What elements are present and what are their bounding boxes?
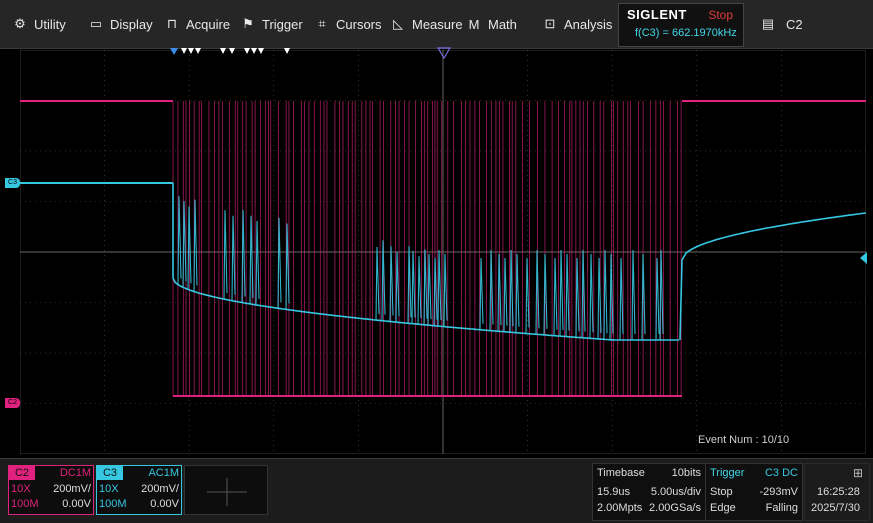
trigger-panel[interactable]: Trigger C3 DC Stop -293mV Edge Falling xyxy=(705,463,803,521)
math-menu[interactable]: M Math xyxy=(466,0,517,48)
measure-icon: ◺ xyxy=(393,16,403,31)
run-state[interactable]: Stop xyxy=(708,8,733,22)
cursors-menu[interactable]: ⌗ Cursors xyxy=(314,0,382,48)
utility-menu[interactable]: ⚙ Utility xyxy=(12,0,66,48)
analysis-icon: ⊡ xyxy=(544,16,556,31)
timebase-panel[interactable]: Timebase 10bits 15.9us 5.00us/div 2.00Mp… xyxy=(592,463,706,521)
active-channel-indicator[interactable]: ▤ C2 xyxy=(760,0,803,48)
event-marker xyxy=(220,48,226,54)
analysis-label: Analysis xyxy=(564,16,613,32)
frequency-counter: f(C3) = 662.1970kHz xyxy=(635,27,737,39)
acquire-menu[interactable]: ⊓ Acquire xyxy=(164,0,230,48)
plus-icon xyxy=(207,478,247,506)
event-marker xyxy=(258,48,264,54)
waveform-grid xyxy=(20,50,866,454)
c3-offset: 0.00V xyxy=(150,498,179,510)
trigger-menu[interactable]: ⚑ Trigger xyxy=(240,0,303,48)
c3-coupling: AC1M xyxy=(148,467,179,479)
event-marker xyxy=(251,48,257,54)
trigger-level-marker[interactable] xyxy=(859,252,869,264)
c2-impedance: 100M xyxy=(11,498,39,510)
trigger-source: C3 DC xyxy=(764,467,798,479)
clock-panel: ⊞ 16:25:28 2025/7/30 xyxy=(804,463,870,521)
cursors-icon: ⌗ xyxy=(318,16,326,31)
status-bar: C2 DC1M 10X 200mV/ 100M 0.00V C3 AC1M 10… xyxy=(0,458,873,523)
c3-scale: 200mV/ xyxy=(141,483,179,495)
channel-settings-icon: ▤ xyxy=(761,16,775,31)
c3-impedance: 100M xyxy=(99,498,127,510)
analysis-menu[interactable]: ⊡ Analysis xyxy=(542,0,613,48)
clock-date: 2025/7/30 xyxy=(811,502,860,514)
measure-label: Measure xyxy=(412,16,463,32)
trigger-panel-label: Trigger xyxy=(710,467,745,479)
monitor-icon: ▭ xyxy=(89,16,103,31)
c3-channel-box[interactable]: C3 AC1M 10X 200mV/ 100M 0.00V xyxy=(96,465,182,515)
timebase-delay: 15.9us xyxy=(597,486,631,498)
math-icon: M xyxy=(468,16,480,32)
network-icon[interactable]: ⊞ xyxy=(852,466,863,480)
trigger-level: -293mV xyxy=(759,486,798,498)
timebase-scale: 5.00us/div xyxy=(650,486,701,498)
timebase-memory: 2.00Mpts xyxy=(597,502,643,514)
c2-probe: 10X xyxy=(11,483,31,495)
c2-header: C2 DC1M xyxy=(9,466,93,480)
event-marker xyxy=(181,48,187,54)
c2-coupling: DC1M xyxy=(59,467,91,479)
c3-offset-marker[interactable]: C3 xyxy=(5,178,20,188)
trigger-position-marker xyxy=(170,48,178,55)
event-markers xyxy=(170,47,452,60)
add-channel-slot[interactable] xyxy=(184,465,268,515)
trigger-slope: Falling xyxy=(765,502,798,514)
c2-scale: 200mV/ xyxy=(53,483,91,495)
display-menu[interactable]: ▭ Display xyxy=(88,0,153,48)
c2-offset: 0.00V xyxy=(62,498,91,510)
utility-label: Utility xyxy=(34,16,66,32)
c2-channel-box[interactable]: C2 DC1M 10X 200mV/ 100M 0.00V xyxy=(8,465,94,515)
math-label: Math xyxy=(488,16,517,32)
event-marker xyxy=(244,48,250,54)
display-label: Display xyxy=(110,16,153,32)
timebase-label: Timebase xyxy=(597,467,645,479)
c2-waveform xyxy=(20,100,866,397)
event-marker xyxy=(195,48,201,54)
horizontal-position-marker[interactable] xyxy=(436,47,452,60)
event-marker xyxy=(188,48,194,54)
menu-bar: ⚙ Utility ▭ Display ⊓ Acquire ⚑ Trigger … xyxy=(0,0,873,49)
c2-offset-marker[interactable]: C2 xyxy=(5,398,20,408)
status-panel: SIGLENT Stop f(C3) = 662.1970kHz xyxy=(618,3,744,47)
measure-menu[interactable]: ◺ Measure xyxy=(390,0,463,48)
timebase-rate: 2.00GSa/s xyxy=(649,502,701,514)
trigger-label: Trigger xyxy=(262,16,303,32)
active-channel-label: C2 xyxy=(786,16,803,32)
brand-logo: SIGLENT xyxy=(627,7,687,22)
event-number: Event Num : 10/10 xyxy=(698,434,790,446)
timebase-bits: 10bits xyxy=(671,467,701,479)
c3-waveform xyxy=(20,182,866,341)
c2-name: C2 xyxy=(9,466,35,480)
cursors-label: Cursors xyxy=(336,16,382,32)
event-marker xyxy=(229,48,235,54)
c3-header: C3 AC1M xyxy=(97,466,181,480)
acquire-icon: ⊓ xyxy=(166,16,178,31)
acquire-label: Acquire xyxy=(186,16,231,32)
event-marker xyxy=(284,48,290,54)
gear-icon: ⚙ xyxy=(14,16,26,31)
trigger-type: Edge xyxy=(710,502,736,514)
trigger-mode: Stop xyxy=(710,486,733,498)
clock-time: 16:25:28 xyxy=(817,486,860,498)
trigger-flag-icon: ⚑ xyxy=(242,16,254,31)
c3-name: C3 xyxy=(97,466,123,480)
c3-probe: 10X xyxy=(99,483,119,495)
